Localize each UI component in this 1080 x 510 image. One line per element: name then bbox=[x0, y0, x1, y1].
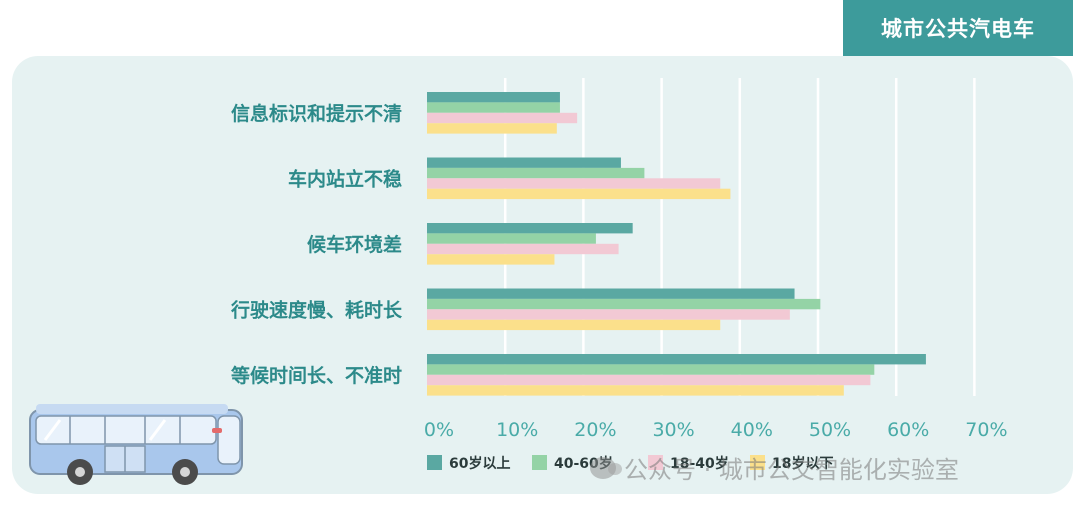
category-label: 信息标识和提示不清 bbox=[231, 102, 402, 125]
bar bbox=[427, 254, 555, 265]
bus-roof bbox=[36, 404, 228, 414]
category-tag-label: 城市公共汽电车 bbox=[881, 17, 1035, 41]
watermark-text: 公众号 · 城市公交智能化实验室 bbox=[624, 456, 959, 484]
bar bbox=[427, 354, 926, 365]
category-label: 候车环境差 bbox=[307, 233, 402, 256]
category-label: 车内站立不稳 bbox=[288, 167, 402, 190]
bar bbox=[427, 309, 790, 320]
category-label: 等候时间长、不准时 bbox=[230, 364, 402, 387]
bar bbox=[427, 157, 621, 168]
bar bbox=[427, 178, 721, 189]
bar bbox=[427, 364, 875, 375]
bus-wheel-front-hub bbox=[180, 467, 190, 477]
bar bbox=[427, 102, 560, 113]
bar bbox=[427, 233, 596, 244]
x-tick-label: 10% bbox=[496, 419, 538, 441]
bus-window-glare bbox=[148, 419, 167, 441]
bus-illustration bbox=[29, 404, 243, 485]
bar bbox=[427, 385, 844, 396]
legend-swatch bbox=[532, 455, 547, 470]
x-tick-label: 0% bbox=[424, 419, 454, 441]
legend-swatch bbox=[427, 455, 442, 470]
x-tick-label: 70% bbox=[965, 419, 1007, 441]
bus-window-band bbox=[35, 415, 217, 445]
bar bbox=[427, 298, 821, 310]
bar bbox=[427, 374, 871, 386]
legend-label: 18岁以下 bbox=[772, 455, 833, 472]
gridlines bbox=[503, 78, 976, 396]
legend-swatch bbox=[648, 455, 663, 470]
legend-label: 60岁以上 bbox=[449, 455, 510, 472]
x-tick-label: 20% bbox=[574, 419, 616, 441]
watermark: 公众号 · 城市公交智能化实验室 bbox=[590, 450, 959, 485]
legend-label: 18-40岁 bbox=[670, 455, 729, 472]
bar bbox=[427, 319, 721, 331]
bar bbox=[427, 223, 633, 234]
x-axis-tick-labels: 0% 10% 20% 30% 40% 50% 60% 70% bbox=[424, 419, 1008, 441]
bar bbox=[427, 243, 619, 255]
x-tick-label: 50% bbox=[809, 419, 851, 441]
bar bbox=[427, 167, 645, 179]
category-tag: 城市公共汽电车 bbox=[843, 0, 1073, 56]
x-tick-label: 60% bbox=[887, 419, 929, 441]
bar bbox=[427, 123, 557, 134]
bus-wheel-rear-hub bbox=[75, 467, 85, 477]
category-label: 行驶速度慢、耗时长 bbox=[230, 298, 403, 321]
x-tick-label: 40% bbox=[731, 419, 773, 441]
bus-window-glare bbox=[43, 419, 62, 441]
x-tick-label: 30% bbox=[652, 419, 694, 441]
bus-front bbox=[217, 415, 241, 465]
bar bbox=[427, 112, 578, 124]
bar bbox=[427, 288, 795, 299]
bar bbox=[427, 188, 731, 200]
bar bbox=[427, 92, 560, 103]
bars bbox=[427, 92, 926, 396]
bus-light bbox=[212, 428, 222, 433]
wechat-icon bbox=[590, 456, 622, 479]
legend-swatch bbox=[750, 455, 765, 470]
